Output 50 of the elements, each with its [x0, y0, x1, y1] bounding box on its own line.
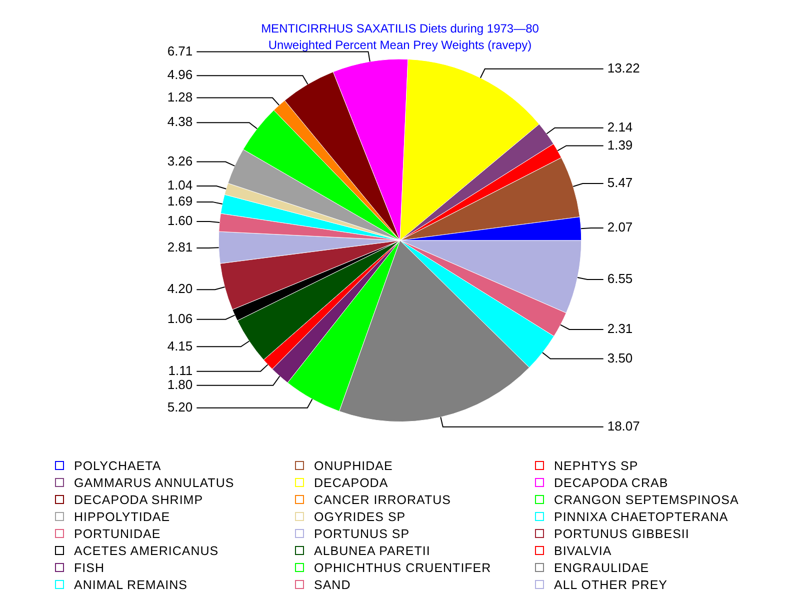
data-label: 1.60 [167, 213, 193, 228]
legend-label: DECAPODA SHRIMP [74, 492, 204, 506]
data-label: 6.55 [607, 271, 633, 286]
data-label: 1.80 [167, 377, 193, 392]
legend-label: BIVALVIA [554, 544, 612, 558]
data-label: 4.20 [167, 281, 193, 296]
data-label: 1.04 [167, 178, 193, 193]
data-label: 1.28 [167, 89, 193, 104]
legend-label: ALBUNEA PARETII [314, 544, 430, 558]
legend-label: CANCER IRRORATUS [314, 492, 451, 506]
chart-title: MENTICIRRHUS SAXATILIS Diets during 1973—80 [261, 22, 540, 36]
data-label: 2.07 [607, 220, 633, 235]
data-label: 5.47 [607, 175, 633, 190]
legend-label: ALL OTHER PREY [554, 578, 668, 592]
data-label: 4.96 [167, 67, 193, 82]
legend-label: PINNIXA CHAETOPTERANA [554, 510, 728, 524]
data-label: 3.26 [167, 153, 193, 168]
data-label: 1.69 [167, 194, 193, 209]
data-label: 2.81 [167, 240, 193, 255]
data-label: 13.22 [607, 60, 640, 76]
legend-label: GAMMARUS ANNULATUS [74, 476, 234, 490]
legend-label: HIPPOLYTIDAE [74, 510, 170, 524]
legend-label: POLYCHAETA [74, 458, 162, 472]
legend-label: DECAPODA [314, 476, 388, 490]
legend-label: PORTUNUS SP [314, 526, 410, 540]
data-label: 18.07 [607, 418, 640, 434]
data-label: 1.39 [607, 137, 633, 152]
data-label: 6.71 [167, 43, 193, 58]
data-label: 2.14 [607, 119, 633, 134]
data-label: 1.11 [168, 363, 193, 378]
legend-label: OGYRIDES SP [314, 510, 406, 524]
legend-label: ENGRAULIDAE [554, 560, 650, 574]
legend-label: PORTUNIDAE [74, 526, 161, 540]
legend-label: ONUPHIDAE [314, 458, 393, 472]
legend-label: PORTUNUS GIBBESII [554, 526, 690, 540]
data-label: 3.50 [607, 350, 633, 366]
legend-label: ACETES AMERICANUS [74, 544, 219, 558]
legend-label: SAND [314, 578, 351, 592]
legend-label: OPHICHTHUS CRUENTIFER [314, 560, 492, 574]
data-label: 5.20 [167, 399, 193, 414]
legend-label: CRANGON SEPTEMSPINOSA [554, 492, 739, 506]
data-label: 4.15 [167, 338, 193, 354]
legend-label: NEPHTYS SP [554, 458, 638, 472]
data-label: 4.38 [167, 114, 193, 130]
legend-label: ANIMAL REMAINS [74, 578, 188, 592]
legend-label: FISH [74, 560, 104, 574]
chart-subtitle: Unweighted Percent Mean Prey Weights (ravepy) [268, 38, 532, 52]
legend-label: DECAPODA CRAB [554, 476, 668, 490]
data-label: 2.31 [607, 321, 633, 336]
data-label: 1.06 [167, 310, 193, 326]
